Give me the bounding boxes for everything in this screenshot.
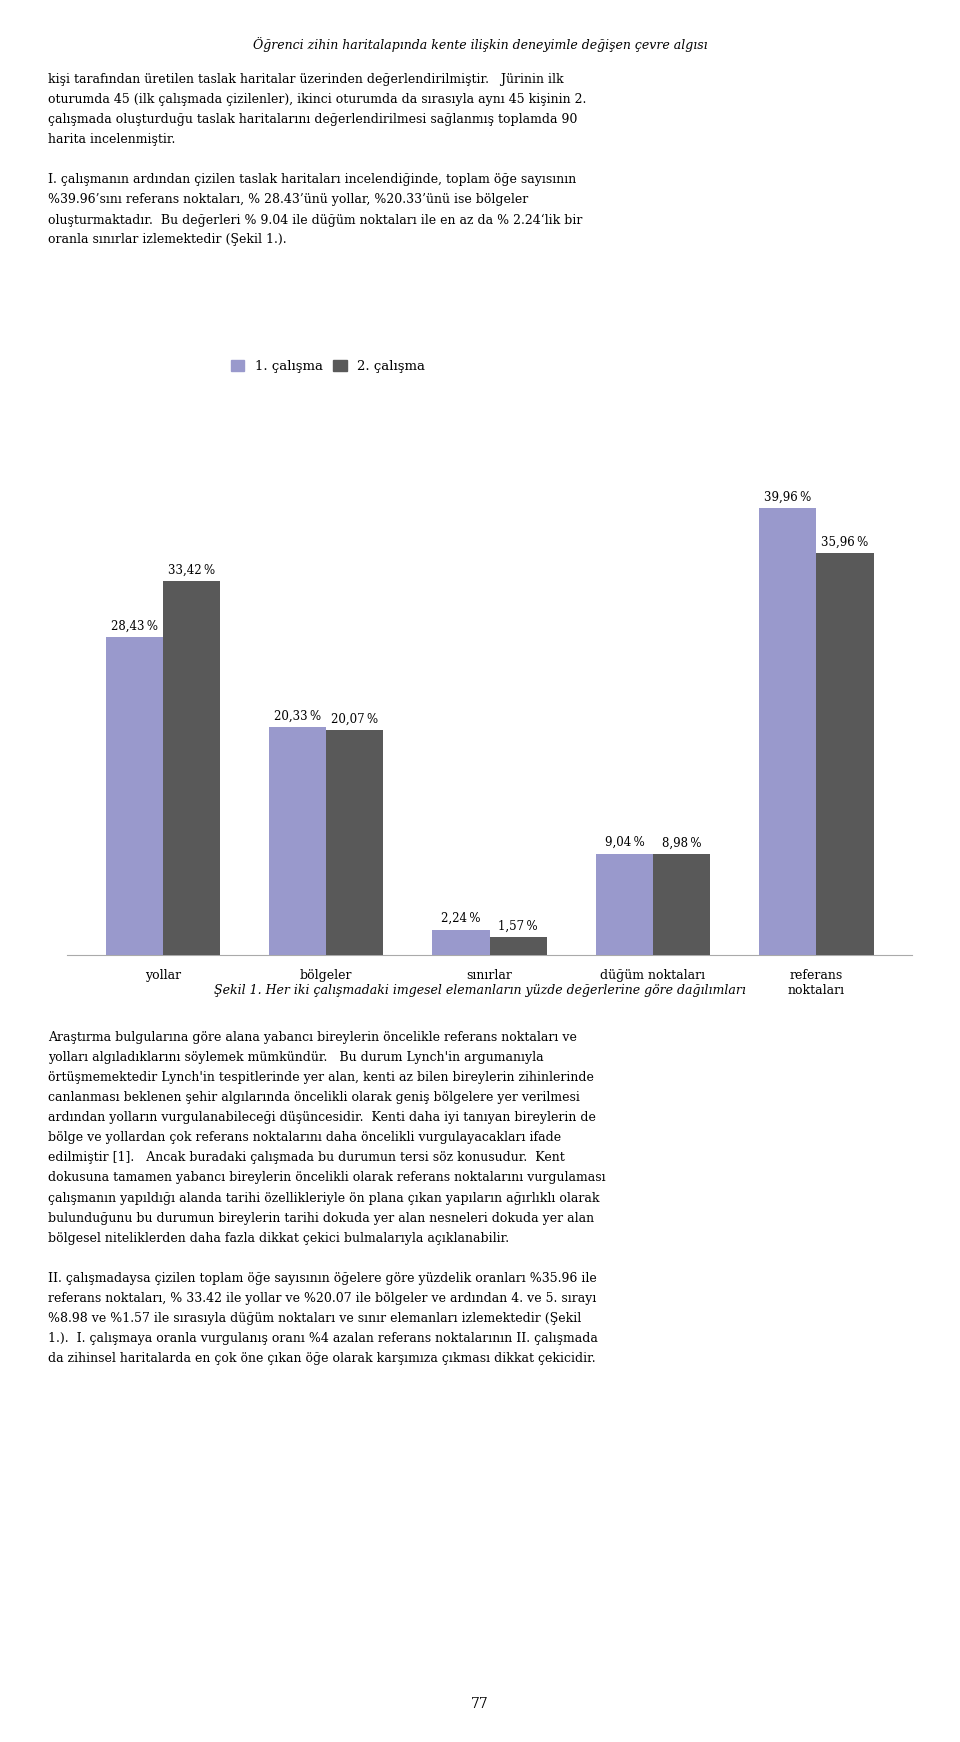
Text: oranla sınırlar izlemektedir (Şekil 1.).: oranla sınırlar izlemektedir (Şekil 1.). xyxy=(48,233,287,246)
Text: çalışmanın yapıldığı alanda tarihi özellikleriyle ön plana çıkan yapıların ağırl: çalışmanın yapıldığı alanda tarihi özell… xyxy=(48,1192,599,1204)
Text: bulunduğunu bu durumun bireylerin tarihi dokuda yer alan nesneleri dokuda yer al: bulunduğunu bu durumun bireylerin tarihi… xyxy=(48,1212,594,1225)
Bar xyxy=(653,854,710,955)
Text: kişi tarafından üretilen taslak haritalar üzerinden değerlendirilmiştir.   Jürin: kişi tarafından üretilen taslak haritala… xyxy=(48,73,564,85)
Text: 2,24 %: 2,24 % xyxy=(442,913,481,925)
Text: çalışmada oluşturduğu taslak haritalarını değerlendirilmesi sağlanmış toplamda 9: çalışmada oluşturduğu taslak haritaların… xyxy=(48,113,577,125)
Text: Araştırma bulgularına göre alana yabancı bireylerin öncelikle referans noktaları: Araştırma bulgularına göre alana yabancı… xyxy=(48,1031,577,1043)
Bar xyxy=(106,638,163,955)
Text: 39,96 %: 39,96 % xyxy=(764,491,811,503)
Text: II. çalışmadaysa çizilen toplam öğe sayısının öğelere göre yüzdelik oranları %35: II. çalışmadaysa çizilen toplam öğe sayı… xyxy=(48,1272,597,1284)
Text: 20,07 %: 20,07 % xyxy=(331,712,378,726)
Bar xyxy=(432,930,490,955)
Text: bölgesel niteliklerden daha fazla dikkat çekici bulmalarıyla açıklanabilir.: bölgesel niteliklerden daha fazla dikkat… xyxy=(48,1232,509,1244)
Bar xyxy=(759,509,816,955)
Text: 28,43 %: 28,43 % xyxy=(110,620,157,632)
Bar xyxy=(163,582,220,955)
Text: 1.).  I. çalışmaya oranla vurgulanış oranı %4 azalan referans noktalarının II. ç: 1.). I. çalışmaya oranla vurgulanış oran… xyxy=(48,1333,598,1345)
Text: oluşturmaktadır.  Bu değerleri % 9.04 ile düğüm noktaları ile en az da % 2.24‘li: oluşturmaktadır. Bu değerleri % 9.04 ile… xyxy=(48,214,583,226)
Text: yolları algıladıklarını söylemek mümkündür.   Bu durum Lynch'in argumanıyla: yolları algıladıklarını söylemek mümkünd… xyxy=(48,1052,543,1064)
Text: 8,98 %: 8,98 % xyxy=(661,836,702,850)
Text: canlanması beklenen şehir algılarında öncelikli olarak geniş bölgelere yer veril: canlanması beklenen şehir algılarında ön… xyxy=(48,1090,580,1104)
Text: dokusuna tamamen yabancı bireylerin öncelikli olarak referans noktalarını vurgul: dokusuna tamamen yabancı bireylerin önce… xyxy=(48,1172,606,1185)
Legend: 1. çalışma, 2. çalışma: 1. çalışma, 2. çalışma xyxy=(226,355,430,378)
Text: örtüşmemektedir Lynch'in tespitlerinde yer alan, kenti az bilen bireylerin zihin: örtüşmemektedir Lynch'in tespitlerinde y… xyxy=(48,1071,594,1084)
Text: 1,57 %: 1,57 % xyxy=(498,920,538,932)
Text: bölge ve yollardan çok referans noktalarını daha öncelikli vurgulayacakları ifad: bölge ve yollardan çok referans noktalar… xyxy=(48,1132,562,1144)
Text: oturumda 45 (ilk çalışmada çizilenler), ikinci oturumda da sırasıyla aynı 45 kiş: oturumda 45 (ilk çalışmada çizilenler), … xyxy=(48,92,587,106)
Bar xyxy=(490,937,547,955)
Bar xyxy=(596,854,653,955)
Text: ardından yolların vurgulanabileceği düşüncesidir.  Kenti daha iyi tanıyan bireyl: ardından yolların vurgulanabileceği düşü… xyxy=(48,1111,596,1124)
Text: %39.96’sını referans noktaları, % 28.43’ünü yollar, %20.33’ünü ise bölgeler: %39.96’sını referans noktaları, % 28.43’… xyxy=(48,193,528,206)
Text: %8.98 ve %1.57 ile sırasıyla düğüm noktaları ve sınır elemanları izlemektedir (Ş: %8.98 ve %1.57 ile sırasıyla düğüm nokta… xyxy=(48,1312,581,1324)
Text: 33,42 %: 33,42 % xyxy=(168,564,215,577)
Text: 35,96 %: 35,96 % xyxy=(822,535,869,549)
Text: I. çalışmanın ardından çizilen taslak haritaları incelendiğinde, toplam öğe sayı: I. çalışmanın ardından çizilen taslak ha… xyxy=(48,174,576,186)
Text: Şekil 1. Her iki çalışmadaki imgesel elemanların yüzde değerlerine göre dağılıml: Şekil 1. Her iki çalışmadaki imgesel ele… xyxy=(214,984,746,996)
Text: harita incelenmiştir.: harita incelenmiştir. xyxy=(48,134,176,146)
Text: da zihinsel haritalarda en çok öne çıkan öğe olarak karşımıza çıkması dikkat çek: da zihinsel haritalarda en çok öne çıkan… xyxy=(48,1352,595,1364)
Text: edilmiştir [1].   Ancak buradaki çalışmada bu durumun tersi söz konusudur.  Kent: edilmiştir [1]. Ancak buradaki çalışmada… xyxy=(48,1151,564,1164)
Bar xyxy=(269,728,326,955)
Text: referans noktaları, % 33.42 ile yollar ve %20.07 ile bölgeler ve ardından 4. ve : referans noktaları, % 33.42 ile yollar v… xyxy=(48,1293,596,1305)
Text: 9,04 %: 9,04 % xyxy=(605,836,644,848)
Text: 77: 77 xyxy=(471,1697,489,1711)
Bar xyxy=(816,552,874,955)
Bar xyxy=(326,730,383,955)
Text: 20,33 %: 20,33 % xyxy=(274,711,322,723)
Text: Öğrenci zihin haritalарında kente ilişkin deneyimle değişen çevre algısı: Öğrenci zihin haritalарında kente ilişki… xyxy=(252,37,708,52)
